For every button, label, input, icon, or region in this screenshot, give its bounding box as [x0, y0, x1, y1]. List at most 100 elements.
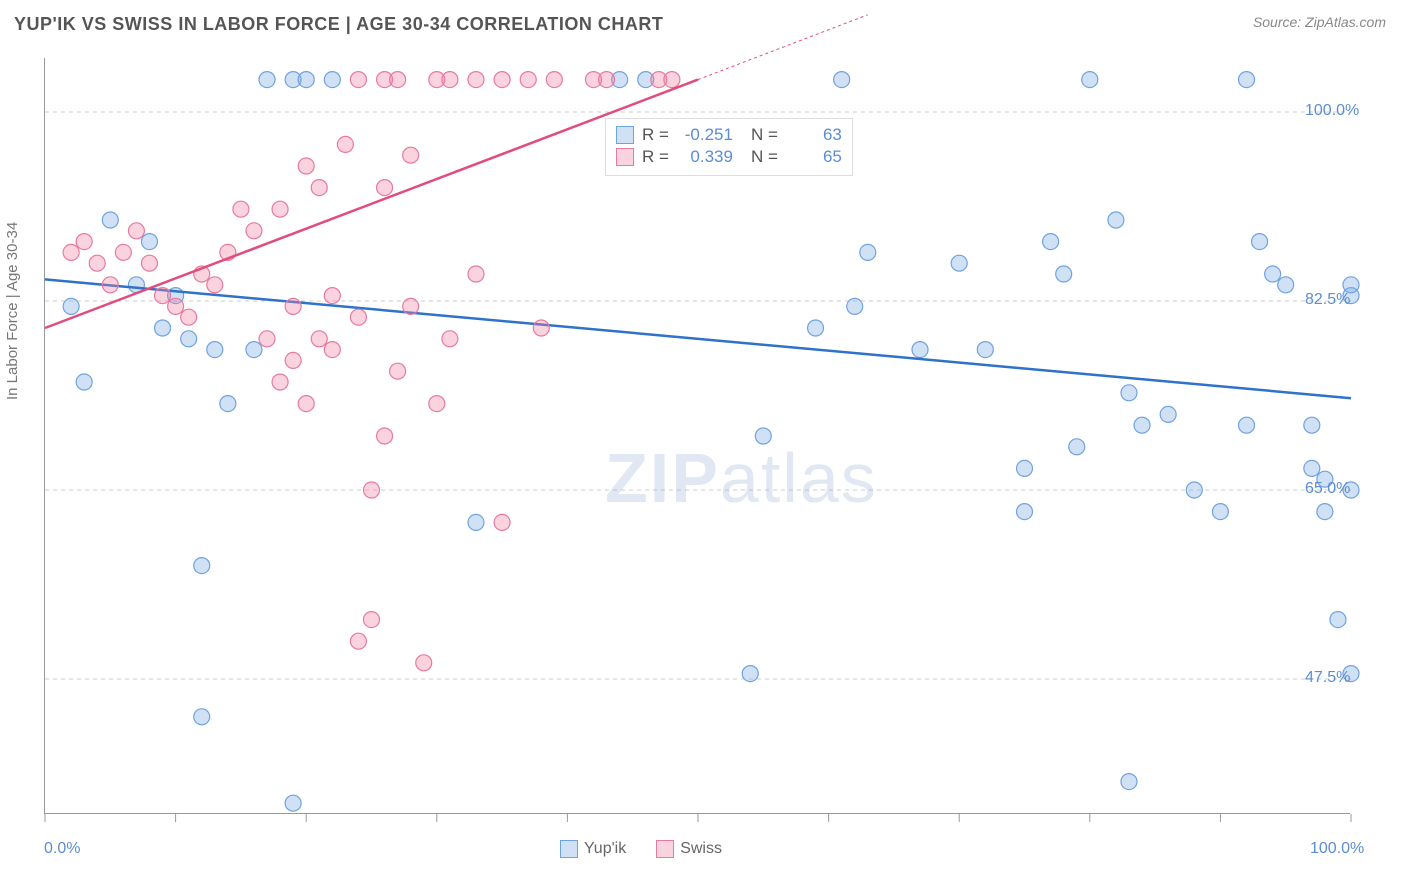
data-point: [442, 72, 458, 88]
data-point: [285, 795, 301, 811]
data-point: [311, 331, 327, 347]
data-point: [324, 342, 340, 358]
y-tick-label: 82.5%: [1305, 291, 1350, 309]
data-point: [808, 320, 824, 336]
data-point: [1017, 460, 1033, 476]
data-point: [494, 514, 510, 530]
data-point: [155, 288, 171, 304]
series-legend: Yup'ik Swiss: [560, 840, 722, 858]
data-point: [141, 234, 157, 250]
r-label: R =: [642, 147, 669, 167]
data-point: [272, 201, 288, 217]
x-tick-label: 0.0%: [44, 840, 80, 858]
chart-title: YUP'IK VS SWISS IN LABOR FORCE | AGE 30-…: [14, 14, 1392, 35]
data-point: [324, 72, 340, 88]
watermark: ZIPatlas: [605, 438, 878, 518]
data-point: [181, 331, 197, 347]
regression-line: [45, 80, 698, 328]
data-point: [1330, 612, 1346, 628]
data-point: [350, 633, 366, 649]
y-tick-label: 47.5%: [1305, 669, 1350, 687]
data-point: [194, 709, 210, 725]
data-point: [1317, 504, 1333, 520]
data-point: [168, 298, 184, 314]
data-point: [664, 72, 680, 88]
data-point: [403, 298, 419, 314]
n-value: 65: [786, 147, 842, 167]
data-point: [364, 482, 380, 498]
data-point: [1043, 234, 1059, 250]
legend-item: Swiss: [656, 840, 722, 858]
y-axis-label: In Labor Force | Age 30-34: [4, 222, 21, 400]
data-point: [912, 342, 928, 358]
data-point: [1056, 266, 1072, 282]
data-point: [233, 201, 249, 217]
data-point: [285, 352, 301, 368]
data-point: [246, 223, 262, 239]
data-point: [429, 396, 445, 412]
data-point: [1121, 385, 1137, 401]
data-point: [285, 298, 301, 314]
plot-area: ZIPatlas R =-0.251N =63R =0.339N =65 47.…: [44, 58, 1350, 814]
data-point: [533, 320, 549, 336]
data-point: [155, 320, 171, 336]
data-point: [337, 136, 353, 152]
data-point: [1017, 504, 1033, 520]
data-point: [298, 72, 314, 88]
data-point: [298, 158, 314, 174]
r-value: 0.339: [677, 147, 733, 167]
x-tick-label: 100.0%: [1310, 840, 1364, 858]
data-point: [377, 428, 393, 444]
data-point: [181, 309, 197, 325]
data-point: [951, 255, 967, 271]
r-label: R =: [642, 125, 669, 145]
data-point: [350, 309, 366, 325]
data-point: [977, 342, 993, 358]
data-point: [1212, 504, 1228, 520]
legend-label: Yup'ik: [584, 840, 626, 858]
data-point: [1239, 72, 1255, 88]
legend-swatch: [616, 148, 634, 166]
legend-swatch: [560, 840, 578, 858]
data-point: [324, 288, 340, 304]
data-point: [390, 363, 406, 379]
data-point: [63, 244, 79, 260]
data-point: [599, 72, 615, 88]
data-point: [311, 180, 327, 196]
data-point: [141, 255, 157, 271]
n-label: N =: [751, 147, 778, 167]
data-point: [102, 277, 118, 293]
legend-swatch: [616, 126, 634, 144]
data-point: [377, 180, 393, 196]
data-point: [128, 223, 144, 239]
data-point: [1108, 212, 1124, 228]
legend-swatch: [656, 840, 674, 858]
stats-row: R = 0.339 N = 65: [616, 147, 842, 167]
data-point: [847, 298, 863, 314]
data-point: [194, 558, 210, 574]
data-point: [1239, 417, 1255, 433]
data-point: [89, 255, 105, 271]
data-point: [742, 666, 758, 682]
data-point: [350, 72, 366, 88]
data-point: [468, 72, 484, 88]
data-point: [259, 72, 275, 88]
data-point: [1069, 439, 1085, 455]
data-point: [102, 212, 118, 228]
data-point: [1134, 417, 1150, 433]
stats-legend: R =-0.251N =63R =0.339N =65: [605, 118, 853, 176]
data-point: [494, 72, 510, 88]
correlation-chart: YUP'IK VS SWISS IN LABOR FORCE | AGE 30-…: [0, 0, 1406, 892]
data-point: [220, 396, 236, 412]
data-point: [207, 342, 223, 358]
watermark-rest: atlas: [720, 439, 878, 517]
data-point: [115, 244, 131, 260]
data-point: [834, 72, 850, 88]
data-point: [860, 244, 876, 260]
n-label: N =: [751, 125, 778, 145]
data-point: [546, 72, 562, 88]
data-point: [246, 342, 262, 358]
data-point: [272, 374, 288, 390]
legend-label: Swiss: [680, 840, 722, 858]
source-attribution: Source: ZipAtlas.com: [1253, 14, 1386, 30]
